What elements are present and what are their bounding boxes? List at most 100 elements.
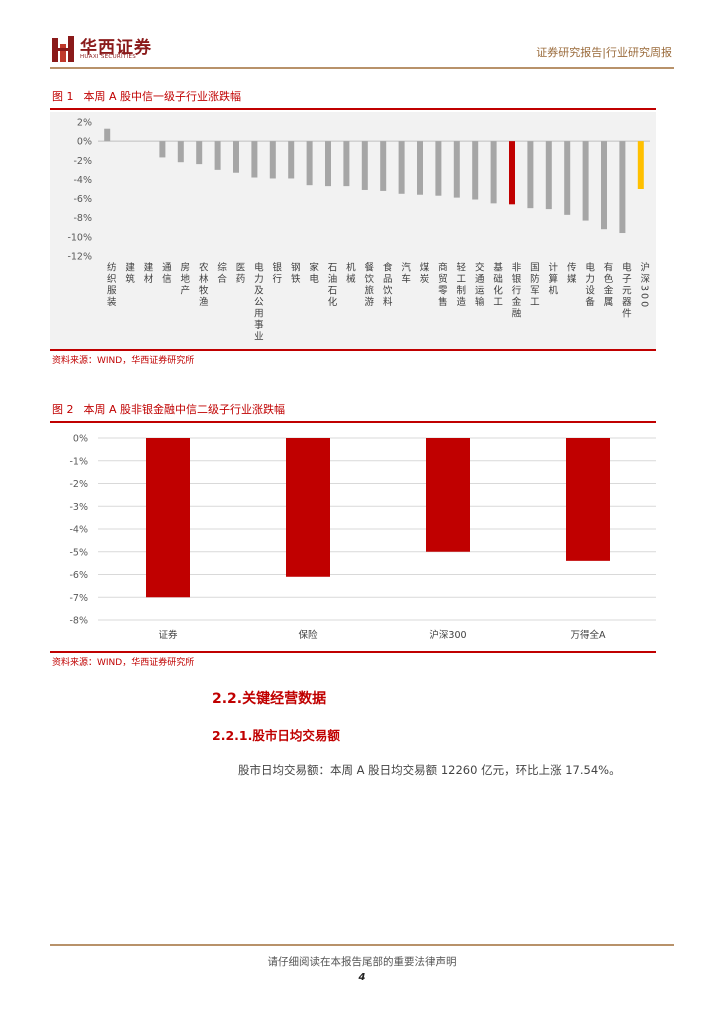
chart1-x-tick-label: 电力设备 xyxy=(583,261,595,308)
chart1-y-tick-label: 2% xyxy=(77,118,92,129)
chart1-x-tick-label: 非银行金融 xyxy=(510,261,522,319)
chart1-background xyxy=(50,112,656,350)
chart1-x-tick-label: 房地产 xyxy=(178,261,190,296)
figure1-bottom-rule xyxy=(50,349,656,351)
chart2-y-tick-label: -3% xyxy=(70,502,89,513)
chart1-x-tick-label: 电力及公用事业 xyxy=(252,261,264,342)
chart1-bar xyxy=(472,141,479,200)
chart1-x-tick-label: 机械 xyxy=(344,261,356,285)
section-heading: 2.2.关键经营数据 xyxy=(212,691,327,707)
chart1-bar xyxy=(527,141,534,209)
chart1-bar xyxy=(435,141,442,196)
chart1-x-tick-label: 传媒 xyxy=(565,261,577,285)
chart2-y-tick-label: -8% xyxy=(70,616,89,627)
chart1-bar xyxy=(637,141,644,189)
chart1-x-tick-label: 基础化工 xyxy=(491,261,503,308)
chart1-x-tick-label: 国防军工 xyxy=(528,262,540,308)
chart1-x-tick-label: 综合 xyxy=(215,261,227,285)
chart2-bar xyxy=(426,438,470,552)
chart1-x-tick-label: 煤炭 xyxy=(418,261,430,285)
chart2-y-tick-label: -2% xyxy=(70,479,89,490)
chart1-bar xyxy=(288,141,295,179)
chart1-y-tick-label: -10% xyxy=(67,232,92,243)
chart1-x-tick-label: 轻工制造 xyxy=(454,261,466,308)
chart1-bar xyxy=(380,141,387,191)
chart1-x-tick-label: 商贸零售 xyxy=(436,261,448,308)
chart1-x-tick-label: 纺织服装 xyxy=(105,261,117,308)
chart1-bar xyxy=(251,141,258,178)
body-paragraph: 股市日均交易额：本周 A 股日均交易额 12260 亿元，环比上涨 17.54%… xyxy=(238,763,621,777)
page-header: 华西证券 HUAXI SECURITIES 证券研究报告|行业研究周报 xyxy=(0,0,724,70)
chart1-bar xyxy=(361,141,368,190)
chart1-bar xyxy=(582,141,589,221)
chart1-bar xyxy=(196,141,203,165)
logo-text-cn: 华西证券 xyxy=(80,38,152,58)
chart2-bar xyxy=(286,438,330,577)
figure1-source: 资料来源：WIND，华西证券研究所 xyxy=(52,356,195,366)
chart1-bar xyxy=(453,141,460,198)
chart2-y-tick-label: -4% xyxy=(70,525,89,536)
figure2-bottom-rule xyxy=(50,651,656,653)
figure2-title: 本周 A 股非银金融中信二级子行业涨跌幅 xyxy=(83,403,286,416)
chart1-y-tick-label: 0% xyxy=(77,137,92,148)
chart1-bar xyxy=(233,141,239,173)
chart2-bar xyxy=(146,438,190,598)
chart1-bar xyxy=(269,141,276,179)
chart1-bar xyxy=(177,141,184,163)
chart1-y-tick-label: -4% xyxy=(74,175,93,186)
figure2-number: 图 2 xyxy=(52,403,74,416)
figure2-caption: 图 2 本周 A 股非银金融中信二级子行业涨跌幅 xyxy=(52,401,285,417)
chart1-x-tick-label: 食品饮料 xyxy=(381,261,393,308)
figure1-title: 本周 A 股中信一级子行业涨跌幅 xyxy=(83,90,242,103)
chart2-x-tick-label: 沪深300 xyxy=(429,629,466,641)
page-number: 4 xyxy=(358,972,366,983)
chart2-y-tick-label: 0% xyxy=(73,434,88,445)
chart2-bar xyxy=(566,438,610,561)
chart1-bar xyxy=(325,141,331,187)
figure1-caption: 图 1 本周 A 股中信一级子行业涨跌幅 xyxy=(52,88,241,104)
chart1-x-tick-label: 交通运输 xyxy=(473,261,485,308)
chart1-x-tick-label: 沪深300 xyxy=(638,261,650,309)
chart1-x-tick-label: 汽车 xyxy=(399,261,411,285)
figure2-source: 资料来源：WIND，华西证券研究所 xyxy=(52,658,195,668)
chart1-bar-chart: 2% 0% -2% -4% -6% -8% -10% -12% 纺织服装 建筑 建材 通信 房地产 农林牧… xyxy=(67,118,650,343)
figure1-number: 图 1 xyxy=(52,90,74,103)
chart1-bar xyxy=(601,141,607,230)
chart1-x-tick-label: 银行 xyxy=(270,261,282,285)
chart2-y-tick-label: -1% xyxy=(70,456,89,467)
chart1-x-tick-label: 计算机 xyxy=(546,261,558,296)
chart2-x-tick-label: 万得全A xyxy=(571,629,607,641)
chart1-bar xyxy=(417,141,423,195)
chart1-y-tick-label: -12% xyxy=(67,252,92,263)
chart1-y-tick-label: -2% xyxy=(74,156,93,167)
chart1-y-tick-label: -8% xyxy=(74,213,93,224)
legal-notice: 请仔细阅读在本报告尾部的重要法律声明 xyxy=(267,956,457,968)
chart1-x-tick-label: 建材 xyxy=(142,261,154,285)
figure2-top-rule xyxy=(50,421,656,423)
chart2-y-tick-label: -6% xyxy=(70,570,89,581)
chart1-bar xyxy=(343,141,350,187)
chart1-bar xyxy=(104,128,111,142)
chart1-bar xyxy=(509,141,515,205)
footer-divider xyxy=(50,944,674,946)
chart2-x-tick-label: 保险 xyxy=(298,629,318,641)
chart1-bar xyxy=(619,141,626,234)
chart1-bar xyxy=(398,141,405,194)
chart1-bar xyxy=(159,141,166,158)
chart1-x-tick-label: 通信 xyxy=(160,262,172,285)
chart1-x-tick-label: 家电 xyxy=(307,261,319,285)
subsection-heading: 2.2.1.股市日均交易额 xyxy=(212,728,340,743)
chart1-x-tick-label: 有色金属 xyxy=(602,261,614,308)
chart1-bar xyxy=(306,141,313,186)
chart2-y-tick-label: -5% xyxy=(70,547,89,558)
chart1-bar xyxy=(490,141,497,204)
figure1-top-rule xyxy=(50,108,656,110)
chart1-y-tick-label: -6% xyxy=(74,194,93,205)
chart1-x-tick-label: 建筑 xyxy=(123,261,135,285)
header-divider xyxy=(50,67,674,69)
chart1-bar xyxy=(214,141,221,170)
chart1-x-tick-label: 医药 xyxy=(234,262,246,285)
chart1-x-tick-label: 钢铁 xyxy=(289,261,301,285)
huaxi-logo-icon xyxy=(52,36,74,62)
chart1-x-tick-label: 电子元器件 xyxy=(620,261,632,319)
